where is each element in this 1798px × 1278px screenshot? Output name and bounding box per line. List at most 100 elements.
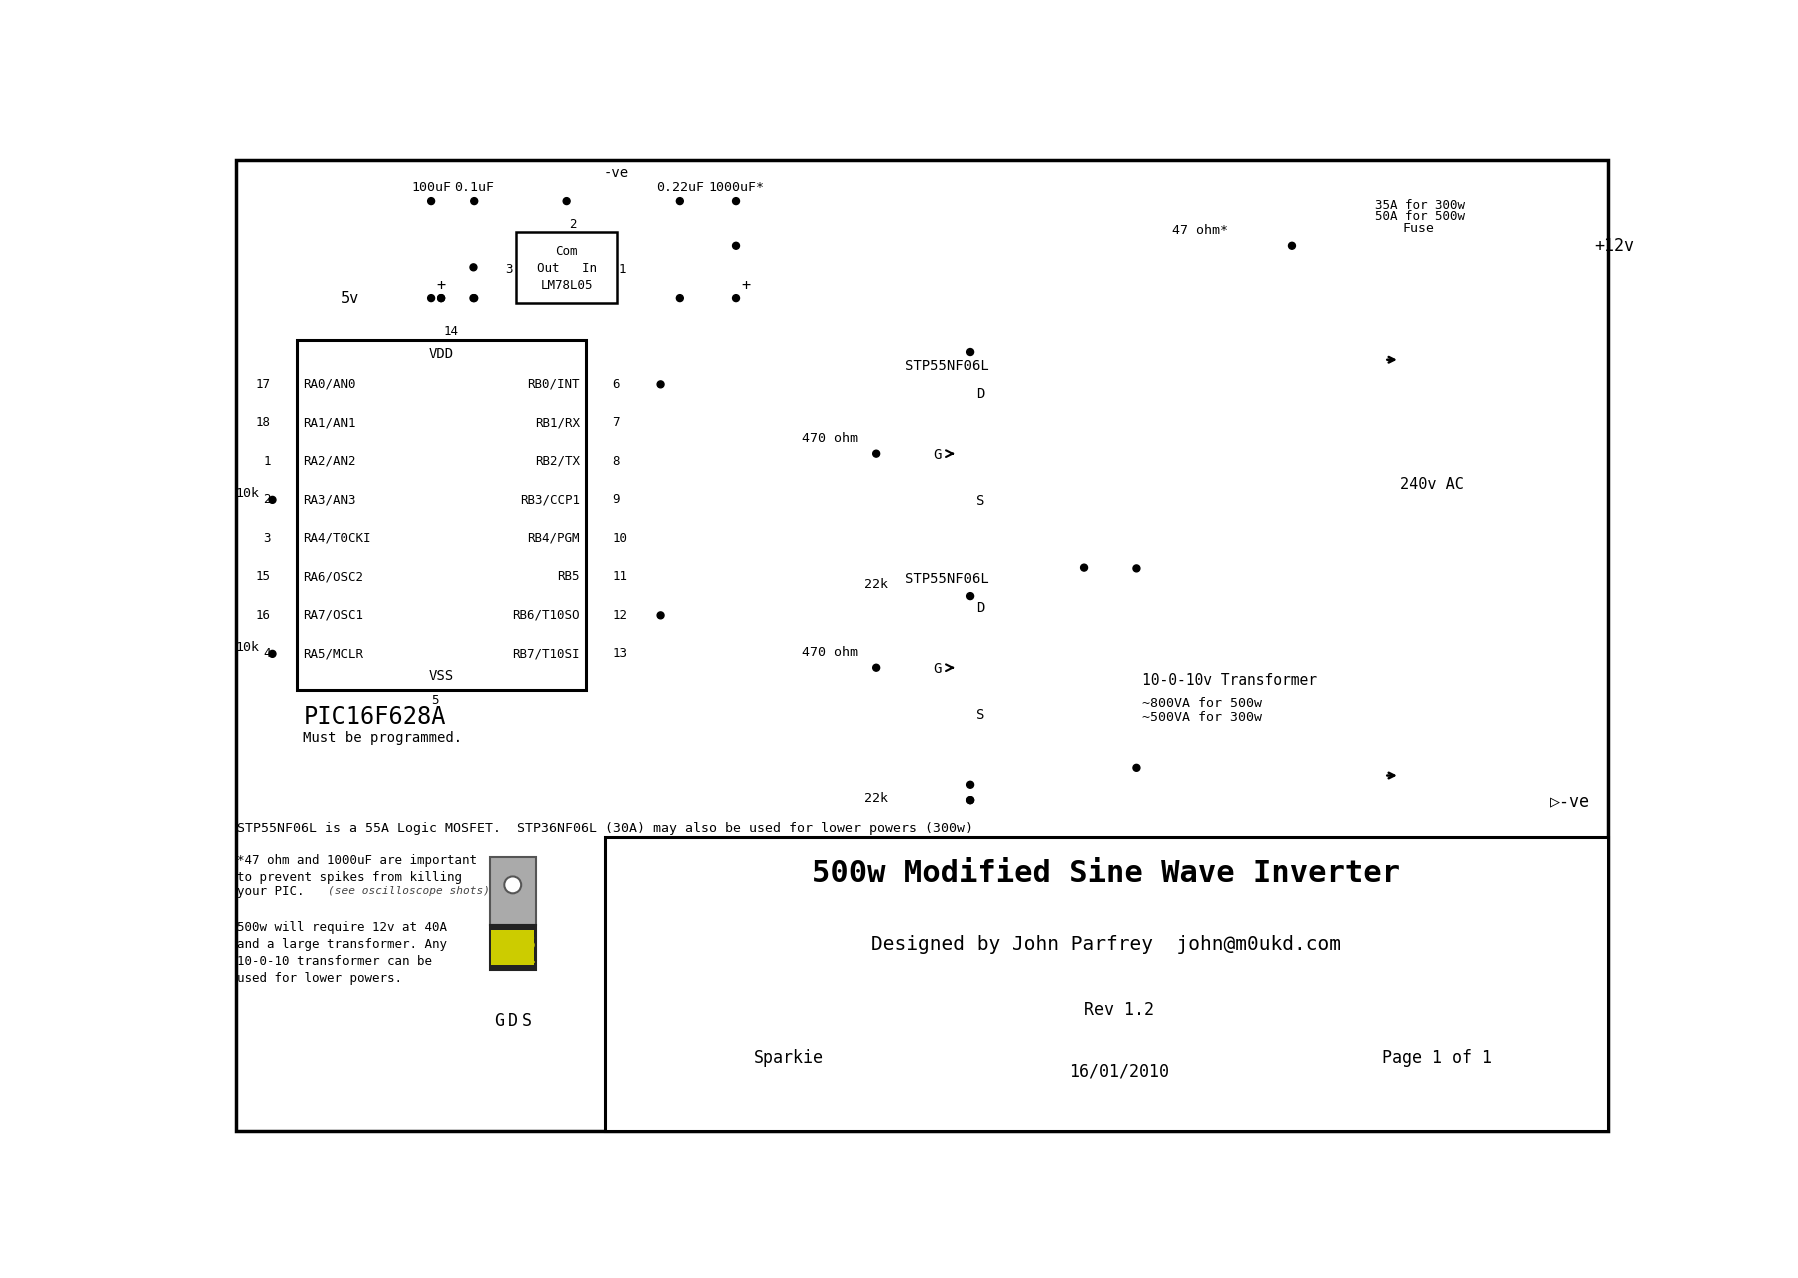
Circle shape	[872, 665, 879, 671]
Text: 10k: 10k	[236, 642, 259, 654]
Bar	[604, 837, 1607, 1131]
Circle shape	[469, 263, 476, 271]
Text: used for lower powers.: used for lower powers.	[237, 973, 401, 985]
Text: 1: 1	[619, 263, 626, 276]
Text: G: G	[494, 1012, 503, 1030]
Circle shape	[428, 295, 435, 302]
Circle shape	[503, 877, 521, 893]
Circle shape	[1081, 564, 1088, 571]
Text: 3: 3	[263, 532, 271, 544]
Text: -ve: -ve	[602, 166, 628, 179]
Circle shape	[966, 796, 973, 804]
Text: RB5: RB5	[557, 570, 579, 583]
Text: RB2/TX: RB2/TX	[534, 455, 579, 468]
Text: RA4/T0CKI: RA4/T0CKI	[304, 532, 370, 544]
Circle shape	[732, 295, 739, 302]
Text: Com: Com	[556, 244, 577, 258]
Text: 1000uF*: 1000uF*	[708, 180, 764, 194]
Text: 16: 16	[255, 608, 271, 622]
Circle shape	[966, 593, 973, 599]
Text: RB3/CCP1: RB3/CCP1	[520, 493, 579, 506]
Text: RA5/MCLR: RA5/MCLR	[304, 648, 363, 661]
Text: RB0/INT: RB0/INT	[527, 378, 579, 391]
Text: to prevent spikes from killing: to prevent spikes from killing	[237, 870, 462, 883]
Text: 17: 17	[255, 378, 271, 391]
Text: your PIC.: your PIC.	[237, 884, 304, 897]
Text: RA3/AN3: RA3/AN3	[304, 493, 356, 506]
Text: RA1/AN1: RA1/AN1	[304, 417, 356, 429]
Text: *47 ohm and 1000uF are important: *47 ohm and 1000uF are important	[237, 854, 476, 866]
Text: STP55NF06L: STP55NF06L	[904, 573, 989, 587]
Bar	[489, 925, 536, 970]
Text: NF06L: NF06L	[489, 951, 536, 966]
Circle shape	[676, 198, 683, 204]
Text: RA6/OSC2: RA6/OSC2	[304, 570, 363, 583]
Text: 13: 13	[611, 648, 628, 661]
Text: 10-0-10v Transformer: 10-0-10v Transformer	[1142, 674, 1316, 689]
Text: 9: 9	[611, 493, 619, 506]
Circle shape	[872, 450, 879, 458]
Text: PIC16F628A: PIC16F628A	[304, 705, 446, 728]
Text: Sparkie: Sparkie	[753, 1049, 823, 1067]
Bar	[297, 340, 586, 690]
Text: G: G	[933, 449, 942, 463]
Circle shape	[966, 781, 973, 789]
Text: +: +	[741, 279, 750, 293]
Circle shape	[563, 198, 570, 204]
Circle shape	[270, 496, 275, 504]
Circle shape	[469, 295, 476, 302]
Text: RA7/OSC1: RA7/OSC1	[304, 608, 363, 622]
Text: Out   In: Out In	[536, 262, 597, 275]
Text: 1: 1	[263, 455, 271, 468]
Text: 5: 5	[432, 694, 439, 707]
Text: D: D	[976, 387, 984, 401]
Text: 2: 2	[263, 493, 271, 506]
Text: RB7/T10SI: RB7/T10SI	[512, 648, 579, 661]
Text: 8: 8	[611, 455, 619, 468]
Text: 10k: 10k	[236, 487, 259, 500]
Text: 15: 15	[255, 570, 271, 583]
Text: +: +	[437, 279, 446, 293]
Circle shape	[656, 612, 663, 619]
Text: G: G	[933, 662, 942, 676]
Bar	[516, 231, 617, 303]
Text: (see oscilloscope shots): (see oscilloscope shots)	[327, 886, 489, 896]
Text: +12v: +12v	[1593, 236, 1633, 254]
Circle shape	[471, 198, 478, 204]
Text: 47 ohm*: 47 ohm*	[1172, 224, 1228, 236]
Text: Page 1 of 1: Page 1 of 1	[1381, 1049, 1491, 1067]
Text: 10-0-10 transformer can be: 10-0-10 transformer can be	[237, 956, 432, 969]
Text: ~800VA for 500w: ~800VA for 500w	[1142, 698, 1260, 711]
Circle shape	[676, 295, 683, 302]
Circle shape	[966, 796, 973, 804]
Text: VSS: VSS	[428, 670, 453, 684]
Text: 5v: 5v	[340, 290, 358, 305]
Text: 0.22uF: 0.22uF	[656, 180, 703, 194]
Text: RA2/AN2: RA2/AN2	[304, 455, 356, 468]
Circle shape	[656, 381, 663, 387]
Text: ~500VA for 300w: ~500VA for 300w	[1142, 712, 1260, 725]
Text: 240v AC: 240v AC	[1399, 477, 1464, 492]
Circle shape	[732, 243, 739, 249]
Text: Must be programmed.: Must be programmed.	[304, 731, 462, 745]
Circle shape	[270, 651, 275, 657]
Bar	[489, 858, 536, 925]
Text: and a large transformer. Any: and a large transformer. Any	[237, 938, 448, 951]
Text: S: S	[521, 1012, 530, 1030]
Text: 35A for 300w: 35A for 300w	[1374, 199, 1464, 212]
Circle shape	[732, 198, 739, 204]
Text: 0.1uF: 0.1uF	[453, 180, 494, 194]
Text: ▷-ve: ▷-ve	[1550, 792, 1589, 810]
Text: RB4/PGM: RB4/PGM	[527, 532, 579, 544]
Text: VDD: VDD	[428, 346, 453, 360]
Text: RB6/T10SO: RB6/T10SO	[512, 608, 579, 622]
Text: 4: 4	[263, 648, 271, 661]
Text: 100uF: 100uF	[412, 180, 451, 194]
Text: 16/01/2010: 16/01/2010	[1068, 1062, 1169, 1080]
Circle shape	[437, 295, 444, 302]
Text: LM78L05: LM78L05	[539, 280, 593, 293]
Text: 50A for 500w: 50A for 500w	[1374, 210, 1464, 222]
Text: S: S	[976, 708, 984, 722]
Text: D: D	[976, 601, 984, 615]
Text: STP55: STP55	[491, 938, 534, 953]
